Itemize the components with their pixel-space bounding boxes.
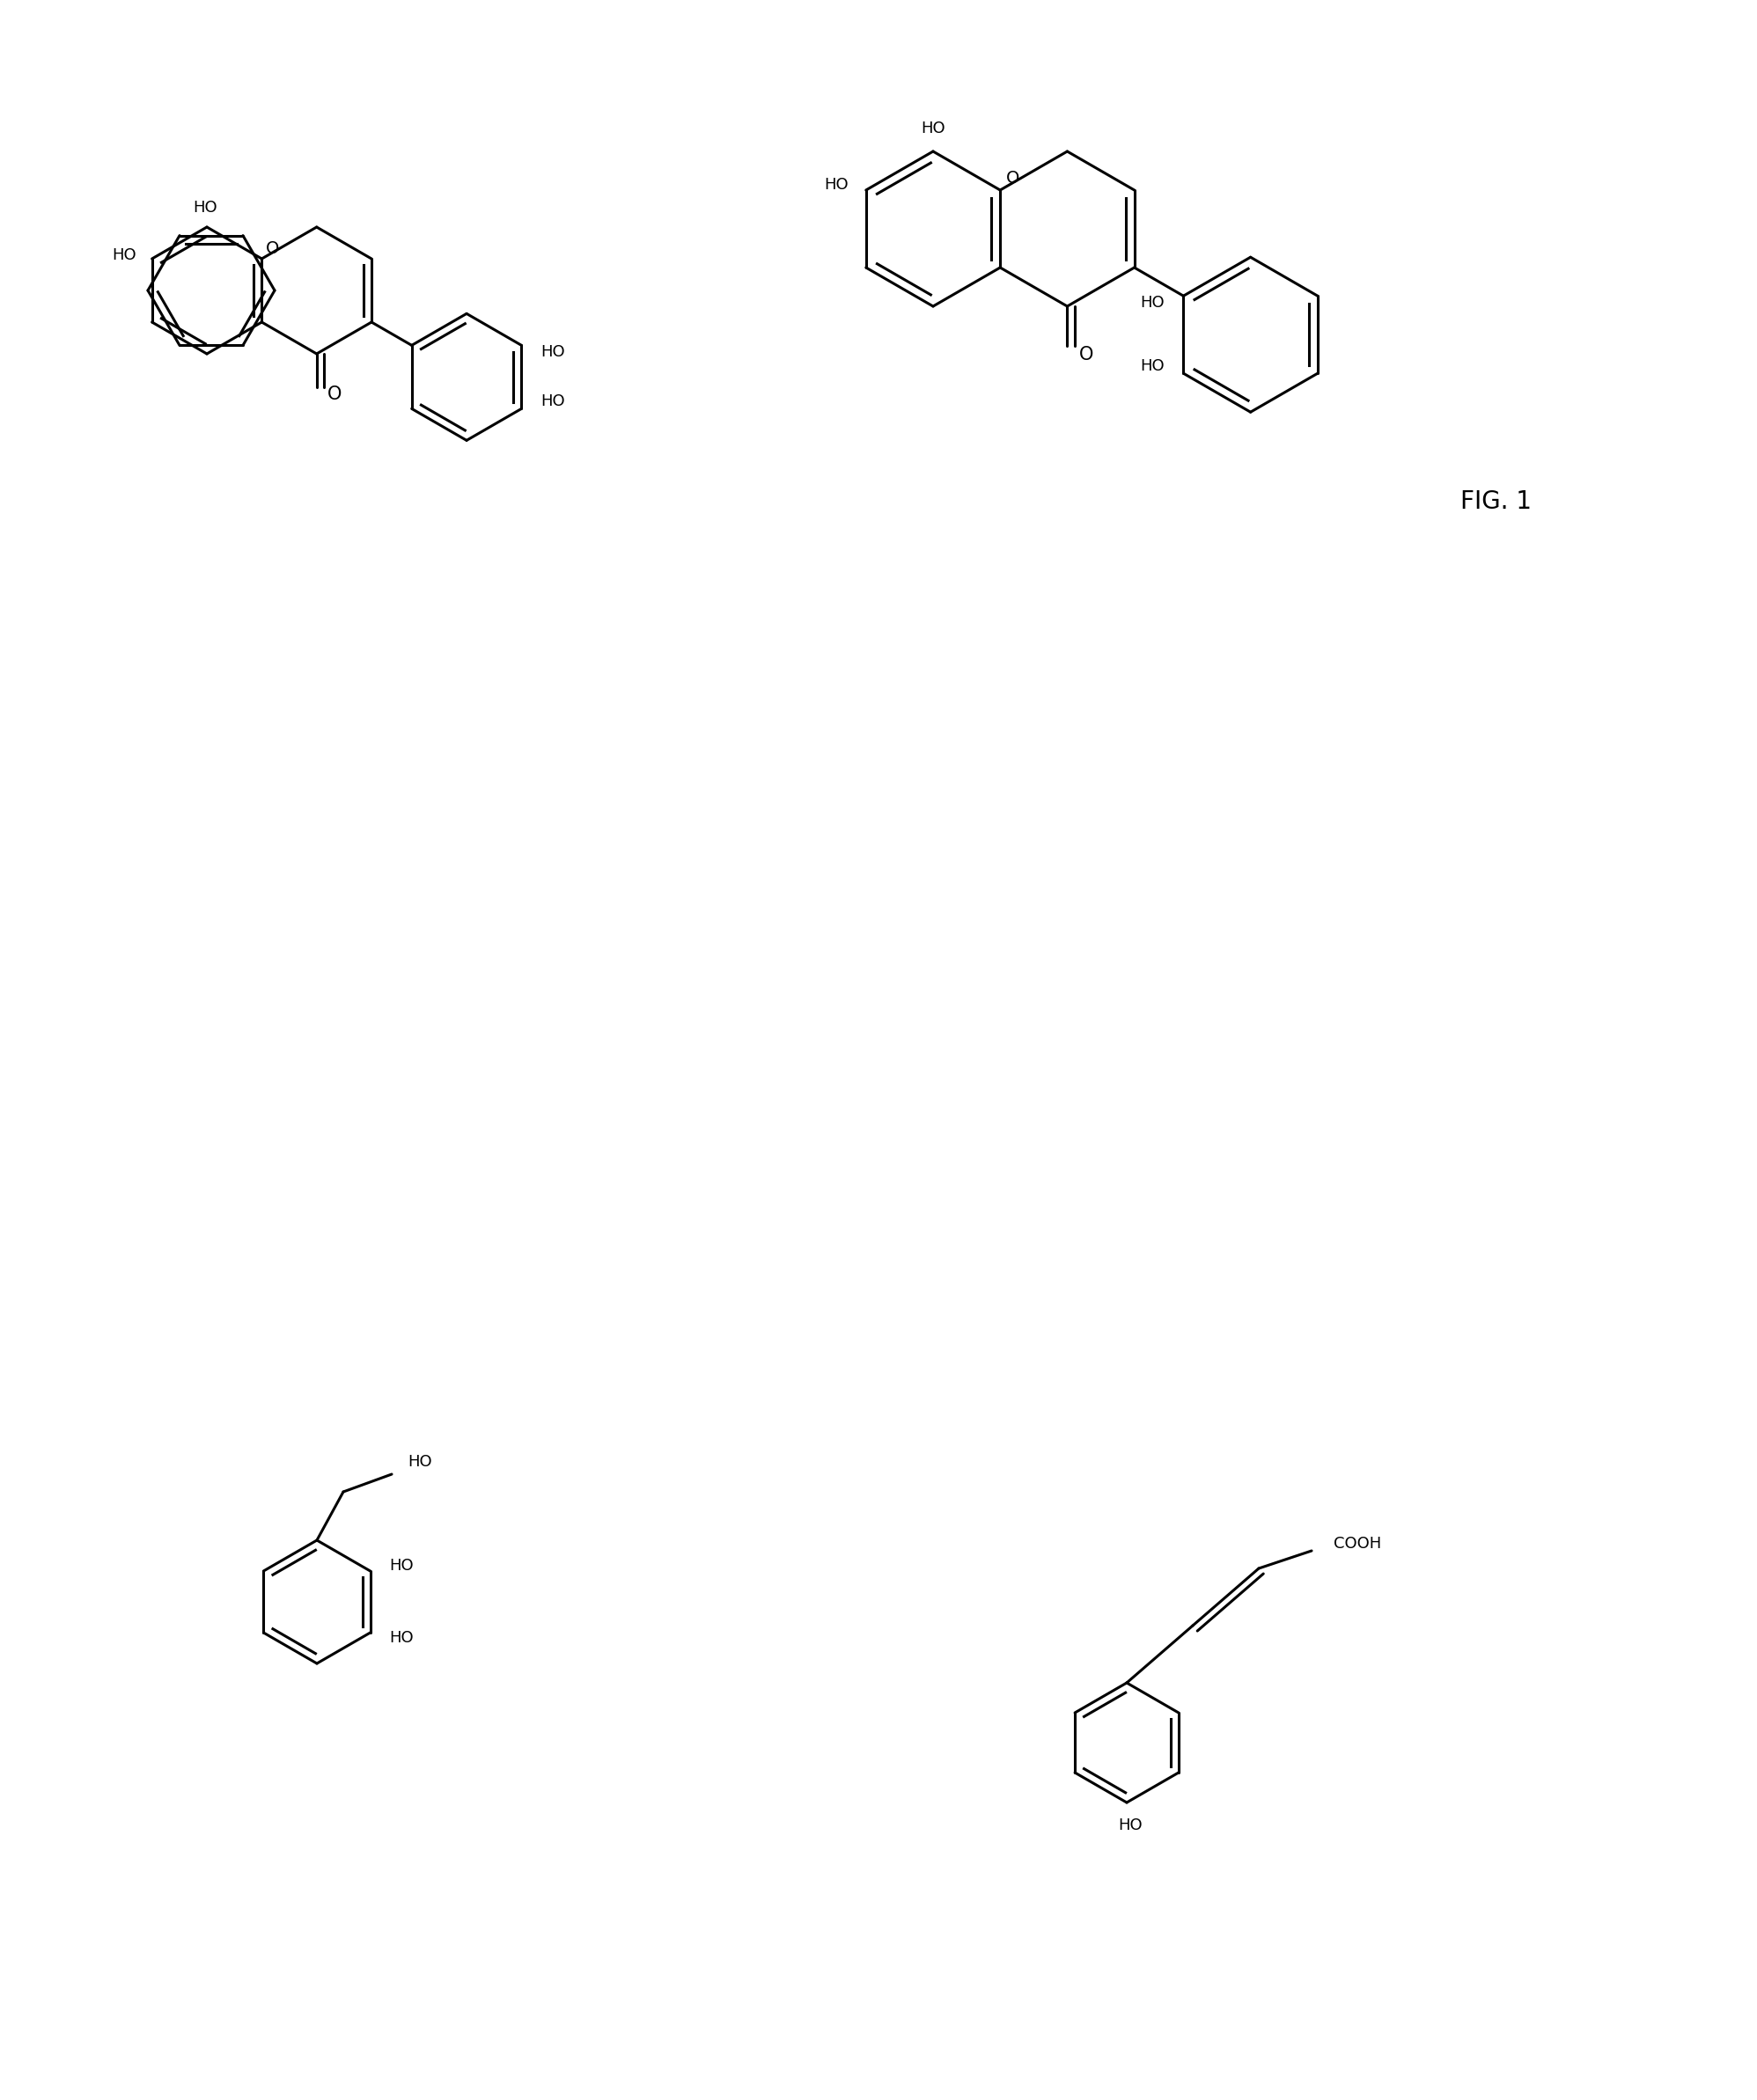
Text: O: O	[1079, 346, 1095, 363]
Text: HO: HO	[1140, 359, 1165, 374]
Text: HO: HO	[112, 248, 135, 262]
Text: HO: HO	[390, 1630, 415, 1646]
Text: COOH: COOH	[1334, 1535, 1381, 1552]
Text: HO: HO	[193, 200, 218, 216]
Text: O: O	[265, 239, 279, 256]
Text: HO: HO	[824, 176, 849, 193]
Text: HO: HO	[541, 344, 566, 361]
Text: O: O	[1005, 170, 1019, 187]
Text: FIG. 1: FIG. 1	[1460, 489, 1532, 514]
Text: O: O	[327, 386, 341, 403]
Text: HO: HO	[408, 1453, 432, 1470]
Text: HO: HO	[921, 120, 945, 136]
Text: HO: HO	[390, 1558, 415, 1573]
Text: HO: HO	[1117, 1816, 1142, 1833]
Text: HO: HO	[1140, 294, 1165, 311]
Text: HO: HO	[541, 393, 566, 410]
